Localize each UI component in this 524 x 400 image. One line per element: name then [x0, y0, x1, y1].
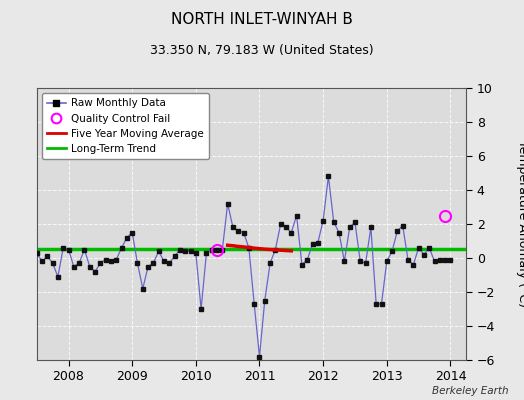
Y-axis label: Temperature Anomaly (°C): Temperature Anomaly (°C)	[516, 140, 524, 308]
Legend: Raw Monthly Data, Quality Control Fail, Five Year Moving Average, Long-Term Tren: Raw Monthly Data, Quality Control Fail, …	[42, 93, 209, 159]
Text: 33.350 N, 79.183 W (United States): 33.350 N, 79.183 W (United States)	[150, 44, 374, 57]
Text: NORTH INLET-WINYAH B: NORTH INLET-WINYAH B	[171, 12, 353, 27]
Text: Berkeley Earth: Berkeley Earth	[432, 386, 508, 396]
